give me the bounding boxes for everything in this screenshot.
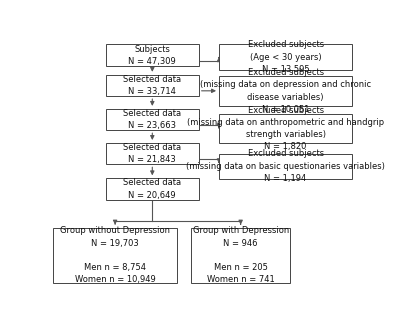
FancyBboxPatch shape <box>219 44 352 70</box>
FancyBboxPatch shape <box>219 154 352 179</box>
FancyBboxPatch shape <box>106 44 199 66</box>
Text: Selected data
N = 21,843: Selected data N = 21,843 <box>123 143 181 164</box>
Text: Selected data
N = 23,663: Selected data N = 23,663 <box>123 109 181 130</box>
Text: Excluded subjects
(missing data on anthropometric and handgrip
strength variable: Excluded subjects (missing data on anthr… <box>187 106 384 151</box>
FancyBboxPatch shape <box>106 178 199 200</box>
Text: Group without Depression
N = 19,703

Men n = 8,754
Women n = 10,949: Group without Depression N = 19,703 Men … <box>60 227 170 284</box>
FancyBboxPatch shape <box>106 109 199 130</box>
Text: Excluded subjects
(Age < 30 years)
N = 13,595: Excluded subjects (Age < 30 years) N = 1… <box>248 40 324 74</box>
FancyBboxPatch shape <box>106 75 199 96</box>
FancyBboxPatch shape <box>53 228 177 283</box>
Text: Excluded subjects
(missing data on depression and chronic
disease variables)
N =: Excluded subjects (missing data on depre… <box>200 68 371 114</box>
Text: Selected data
N = 20,649: Selected data N = 20,649 <box>123 178 181 199</box>
Text: Group with Depression
N = 946

Men n = 205
Women n = 741: Group with Depression N = 946 Men n = 20… <box>192 227 289 284</box>
Text: Subjects
N = 47,309: Subjects N = 47,309 <box>128 45 176 66</box>
FancyBboxPatch shape <box>106 143 199 164</box>
FancyBboxPatch shape <box>219 114 352 143</box>
FancyBboxPatch shape <box>191 228 290 283</box>
FancyBboxPatch shape <box>219 76 352 106</box>
Text: Excluded subjects
(missing data on basic questionaries variables)
N = 1,194: Excluded subjects (missing data on basic… <box>186 150 385 183</box>
Text: Selected data
N = 33,714: Selected data N = 33,714 <box>123 75 181 96</box>
